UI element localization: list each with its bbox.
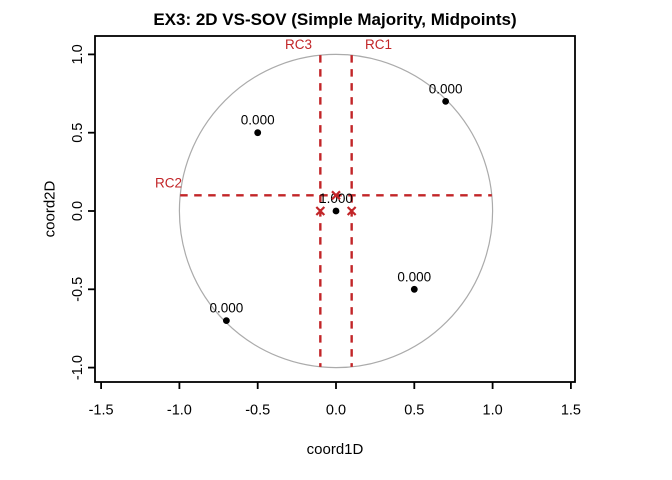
data-point-label: 0.000	[209, 301, 243, 316]
data-point	[332, 207, 340, 215]
unit-circle	[178, 53, 494, 369]
x-tick-label: -1.0	[167, 403, 192, 419]
data-point-label: 1.000	[319, 191, 353, 206]
data-point-label: 0.000	[397, 269, 431, 284]
y-tick-label: -1.0	[70, 355, 86, 380]
x-tick-label: -0.5	[245, 403, 270, 419]
x-tick-label: 1.0	[483, 403, 503, 419]
y-axis-label: coord2D	[42, 180, 59, 237]
data-point	[410, 285, 418, 293]
plot-title: EX3: 2D VS-SOV (Simple Majority, Midpoin…	[153, 10, 516, 29]
x-axis-label: coord1D	[307, 441, 364, 458]
data-point-label: 0.000	[429, 81, 463, 96]
cutting-line-label-rc2: RC2	[155, 176, 182, 191]
x-tick-label: 0.5	[404, 403, 424, 419]
x-tick-label: 0.0	[326, 403, 346, 419]
midpoint-marker-rc3	[315, 206, 326, 216]
y-tick-label: -0.5	[70, 277, 86, 302]
data-point	[442, 97, 450, 105]
data-point-label: 0.000	[241, 113, 275, 128]
y-tick-label: 0.5	[70, 123, 86, 143]
cutting-line-label-rc1: RC1	[365, 37, 392, 52]
x-tick-label: -1.5	[89, 403, 114, 419]
y-tick-label: 1.0	[70, 44, 86, 64]
y-tick-label: 0.0	[70, 201, 86, 221]
midpoint-marker-rc1	[346, 206, 357, 216]
plot-box	[94, 35, 576, 383]
data-point	[254, 129, 262, 137]
midpoint-marker-rc2	[331, 190, 341, 201]
data-point	[222, 317, 230, 325]
cutting-line-label-rc3: RC3	[285, 37, 312, 52]
x-tick-label: 1.5	[561, 403, 581, 419]
